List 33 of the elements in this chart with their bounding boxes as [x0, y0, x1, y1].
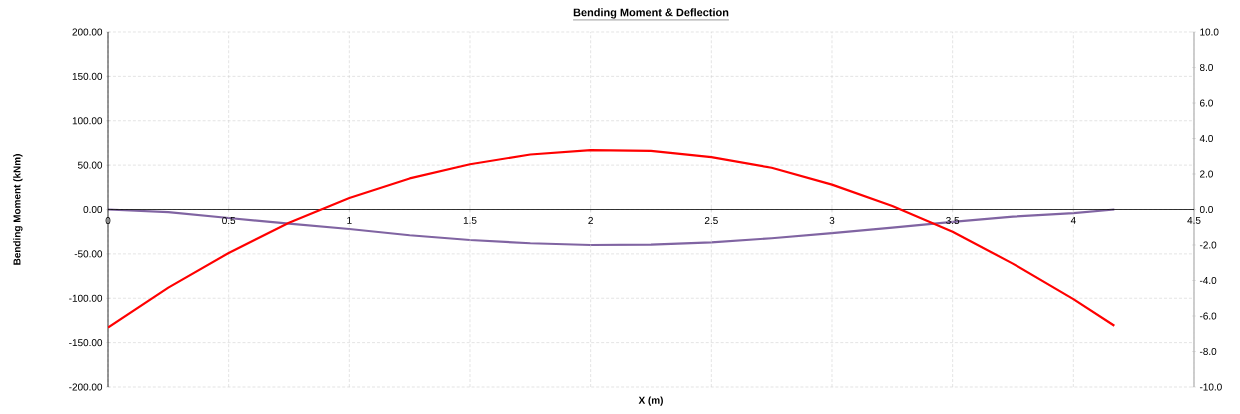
y2-tick-label: 8.0 — [1199, 63, 1213, 72]
x-tick-label: 4.5 — [1187, 217, 1201, 224]
y2-tick-label: -4.0 — [1199, 276, 1217, 285]
x-tick-label: 3 — [829, 217, 835, 225]
y2-tick-label: -10.0 — [1199, 383, 1222, 391]
chart-title: Bending Moment & Deflection — [573, 8, 729, 19]
y-tick-label: -200.00 — [69, 383, 103, 391]
y2-tick-label: -8.0 — [1199, 347, 1217, 356]
y-tick-label: 0.00 — [83, 205, 103, 214]
y-tick-label: 100.00 — [72, 117, 103, 125]
y-tick-label: -100.00 — [69, 294, 103, 302]
x-axis-title: X (m) — [638, 396, 663, 406]
y-axis-title: Bending Moment (kNm) — [13, 154, 23, 265]
y2-tick-label: 0.0 — [1199, 205, 1213, 214]
y2-tick-label: -6.0 — [1199, 312, 1217, 320]
y2-tick-label: -2.0 — [1199, 241, 1217, 249]
y-tick-label: -50.00 — [74, 250, 103, 258]
y-tick-label: 50.00 — [77, 161, 103, 169]
x-tick-label: 2 — [588, 217, 593, 224]
x-tick-label: 4 — [1070, 217, 1076, 224]
y2-tick-label: 4.0 — [1199, 134, 1213, 143]
x-tick-label: 0 — [105, 217, 111, 225]
y-tick-label: 150.00 — [72, 72, 103, 80]
y-tick-label: 200.00 — [72, 28, 103, 36]
y2-tick-label: 10.0 — [1200, 28, 1219, 36]
x-tick-label: 1.5 — [463, 217, 477, 224]
x-tick-label: 1 — [347, 217, 352, 224]
y-tick-label: -150.00 — [69, 339, 103, 347]
x-tick-label: 3.5 — [946, 217, 960, 225]
x-tick-label: 2.5 — [704, 217, 718, 225]
y2-tick-label: 6.0 — [1200, 99, 1213, 107]
y2-tick-label: 2.0 — [1200, 170, 1213, 178]
x-tick-label: 0.5 — [222, 217, 236, 225]
